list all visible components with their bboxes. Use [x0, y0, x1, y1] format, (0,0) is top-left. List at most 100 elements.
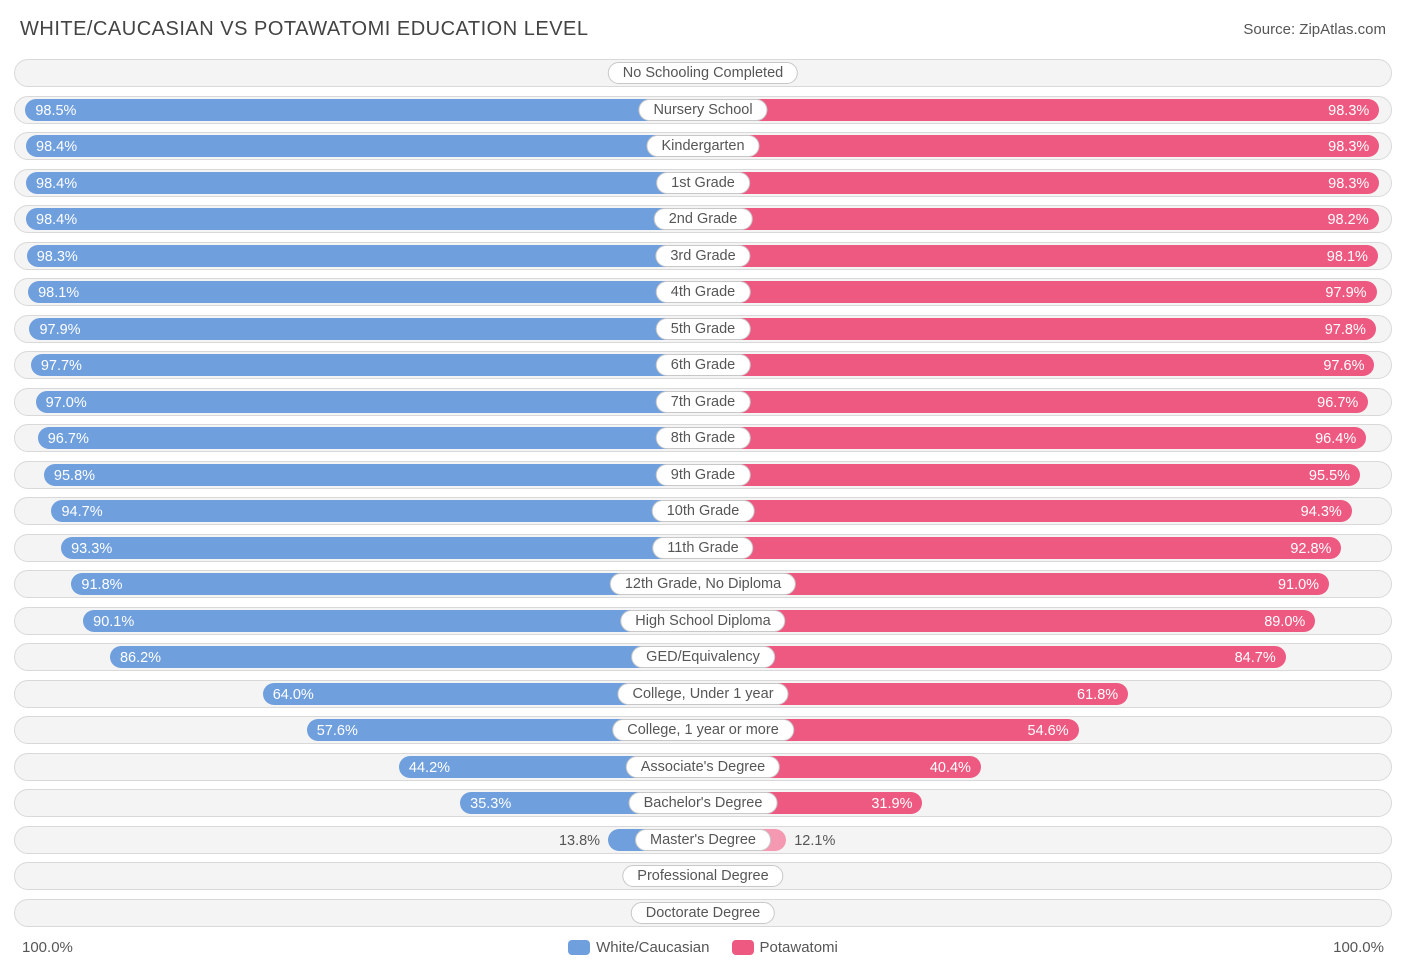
- bar-right: [703, 391, 1368, 413]
- chart-row: 97.9%97.8%5th Grade: [14, 315, 1392, 343]
- bar-right: [703, 208, 1379, 230]
- value-label-left: 97.7%: [41, 352, 82, 379]
- bar-right: [703, 281, 1377, 303]
- bar-left: [26, 135, 703, 157]
- value-label-right: 96.4%: [1315, 425, 1356, 452]
- category-pill: 7th Grade: [656, 391, 751, 413]
- category-pill: 6th Grade: [656, 354, 751, 376]
- category-pill: 9th Grade: [656, 464, 751, 486]
- value-label-left: 98.1%: [38, 279, 79, 306]
- bar-left: [28, 281, 703, 303]
- legend-item-left: White/Caucasian: [568, 939, 709, 956]
- category-pill: Nursery School: [638, 99, 767, 121]
- category-pill: Kindergarten: [646, 135, 759, 157]
- bar-right: [703, 99, 1379, 121]
- value-label-left: 44.2%: [409, 754, 450, 781]
- bar-right: [703, 318, 1376, 340]
- chart-row: 95.8% 95.5% 9th Grade: [14, 461, 1392, 489]
- value-label-right: 97.6%: [1323, 352, 1364, 379]
- bar-left: [29, 318, 703, 340]
- chart-row: 13.8% 12.1% Master's Degree: [14, 826, 1392, 854]
- value-label-left: 95.8%: [54, 462, 95, 489]
- chart-row: 97.0%96.7%7th Grade: [14, 388, 1392, 416]
- chart-row: 35.3%31.9%Bachelor's Degree: [14, 789, 1392, 817]
- category-pill: GED/Equivalency: [631, 646, 775, 668]
- value-label-right: 40.4%: [930, 754, 971, 781]
- value-label-right: 98.1%: [1327, 243, 1368, 270]
- value-label-left: 35.3%: [470, 790, 511, 817]
- category-pill: High School Diploma: [620, 610, 785, 632]
- source-name: ZipAtlas.com: [1299, 21, 1386, 38]
- category-pill: Associate's Degree: [626, 756, 780, 778]
- value-label-left: 98.4%: [36, 133, 77, 160]
- value-label-left: 57.6%: [317, 717, 358, 744]
- category-pill: 5th Grade: [656, 318, 751, 340]
- bar-right: [703, 573, 1329, 595]
- category-pill: 1st Grade: [656, 172, 750, 194]
- chart-footer: 100.0% White/Caucasian Potawatomi 100.0%: [14, 935, 1392, 956]
- bar-right: [703, 537, 1341, 559]
- legend-label-right: Potawatomi: [760, 939, 838, 956]
- chart-row: 90.1%89.0%High School Diploma: [14, 607, 1392, 635]
- chart-row: 98.4%98.2%2nd Grade: [14, 205, 1392, 233]
- source-prefix: Source:: [1243, 21, 1295, 38]
- bar-right: [703, 610, 1315, 632]
- category-pill: 4th Grade: [656, 281, 751, 303]
- category-pill: No Schooling Completed: [608, 62, 798, 84]
- category-pill: College, Under 1 year: [617, 683, 788, 705]
- value-label-left: 93.3%: [71, 535, 112, 562]
- bar-left: [38, 427, 703, 449]
- chart-row: 91.8%91.0%12th Grade, No Diploma: [14, 570, 1392, 598]
- value-label-right: 98.3%: [1328, 133, 1369, 160]
- value-label-left: 96.7%: [48, 425, 89, 452]
- chart-row: 98.3% 98.1% 3rd Grade: [14, 242, 1392, 270]
- chart-rows: 1.6%1.7%No Schooling Completed98.5%98.3%…: [14, 59, 1392, 927]
- value-label-right: 31.9%: [871, 790, 912, 817]
- chart-row: 98.5% 98.3% Nursery School: [14, 96, 1392, 124]
- category-pill: 3rd Grade: [655, 245, 750, 267]
- category-pill: 10th Grade: [652, 500, 755, 522]
- chart-row: 96.7% 96.4% 8th Grade: [14, 424, 1392, 452]
- value-label-left: 64.0%: [273, 681, 314, 708]
- bar-right: [703, 427, 1366, 449]
- value-label-right: 12.1%: [794, 827, 835, 854]
- bar-right: [703, 135, 1379, 157]
- value-label-left: 13.8%: [559, 827, 600, 854]
- bar-left: [27, 245, 703, 267]
- value-label-left: 91.8%: [81, 571, 122, 598]
- category-pill: 12th Grade, No Diploma: [610, 573, 796, 595]
- legend-swatch-right: [732, 940, 754, 955]
- value-label-right: 84.7%: [1235, 644, 1276, 671]
- legend-item-right: Potawatomi: [732, 939, 838, 956]
- value-label-right: 98.3%: [1328, 97, 1369, 124]
- value-label-left: 98.4%: [36, 206, 77, 233]
- value-label-left: 98.5%: [35, 97, 76, 124]
- bar-left: [110, 646, 703, 668]
- value-label-left: 94.7%: [61, 498, 102, 525]
- bar-left: [25, 99, 703, 121]
- value-label-right: 95.5%: [1309, 462, 1350, 489]
- bar-left: [71, 573, 703, 595]
- bar-left: [44, 464, 703, 486]
- bar-left: [26, 172, 703, 194]
- value-label-right: 98.3%: [1328, 170, 1369, 197]
- bar-right: [703, 354, 1374, 376]
- value-label-left: 86.2%: [120, 644, 161, 671]
- value-label-left: 98.3%: [37, 243, 78, 270]
- chart-row: 97.7% 97.6% 6th Grade: [14, 351, 1392, 379]
- category-pill: Master's Degree: [635, 829, 771, 851]
- chart-row: 57.6%54.6%College, 1 year or more: [14, 716, 1392, 744]
- legend: White/Caucasian Potawatomi: [568, 939, 838, 956]
- chart-row: 98.1% 97.9% 4th Grade: [14, 278, 1392, 306]
- bar-left: [36, 391, 703, 413]
- category-pill: Doctorate Degree: [631, 902, 775, 924]
- category-pill: 8th Grade: [656, 427, 751, 449]
- chart-row: 1.8%1.6%Doctorate Degree: [14, 899, 1392, 927]
- value-label-right: 97.9%: [1325, 279, 1366, 306]
- axis-left-end: 100.0%: [22, 939, 73, 956]
- value-label-right: 61.8%: [1077, 681, 1118, 708]
- chart-title: WHITE/CAUCASIAN VS POTAWATOMI EDUCATION …: [20, 18, 589, 41]
- chart-row: 64.0% 61.8% College, Under 1 year: [14, 680, 1392, 708]
- category-pill: College, 1 year or more: [612, 719, 794, 741]
- value-label-left: 98.4%: [36, 170, 77, 197]
